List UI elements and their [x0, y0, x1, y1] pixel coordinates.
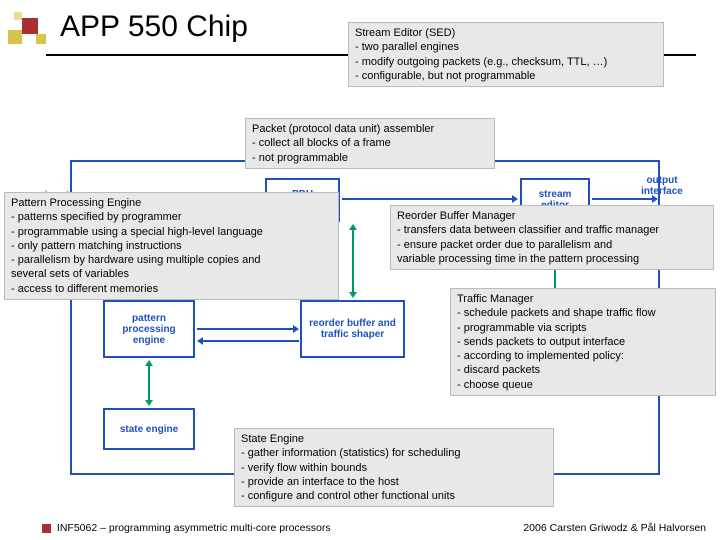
ppe-box: pattern processing engine	[103, 300, 195, 358]
callout-line: variable processing time in the pattern …	[397, 252, 707, 266]
callout-sed: Stream Editor (SED) - two parallel engin…	[348, 22, 664, 87]
callout-line: - access to different memories	[11, 282, 332, 296]
callout-pdu-heading: Packet (protocol data unit) assembler	[252, 122, 488, 136]
callout-pdu: Packet (protocol data unit) assembler - …	[245, 118, 495, 169]
callout-line: - ensure packet order due to parallelism…	[397, 238, 707, 252]
footer-left: INF5062 – programming asymmetric multi-c…	[42, 522, 331, 534]
arrow-v-rb	[352, 230, 354, 292]
callout-se-heading: State Engine	[241, 432, 547, 446]
callout-tm: Traffic Manager - schedule packets and s…	[450, 288, 716, 396]
callout-line: - transfers data between classifier and …	[397, 223, 707, 237]
rb-box: reorder buffer and traffic shaper	[300, 300, 405, 358]
callout-ppe-heading: Pattern Processing Engine	[11, 196, 332, 210]
callout-line: - schedule packets and shape traffic flo…	[457, 306, 709, 320]
callout-line: - collect all blocks of a frame	[252, 136, 488, 150]
callout-line: - not programmable	[252, 151, 488, 165]
callout-line: - programmable via scripts	[457, 321, 709, 335]
callout-line: - choose queue	[457, 378, 709, 392]
callout-line: - verify flow within bounds	[241, 461, 547, 475]
footer-square-icon	[42, 524, 51, 533]
callout-line: - sends packets to output interface	[457, 335, 709, 349]
arrow-sed-out	[592, 198, 652, 200]
callout-line: - gather information (statistics) for sc…	[241, 446, 547, 460]
callout-line: - configure and control other functional…	[241, 489, 547, 503]
page-title: APP 550 Chip	[60, 10, 248, 44]
footer-right: 2006 Carsten Griwodz & Pål Halvorsen	[523, 522, 706, 534]
callout-line: - programmable using a special high-leve…	[11, 225, 332, 239]
arrow-v-se	[148, 366, 150, 400]
callout-ppe: Pattern Processing Engine - patterns spe…	[4, 192, 339, 300]
arrow-rb-ppe	[203, 340, 299, 342]
callout-line: - according to implemented policy:	[457, 349, 709, 363]
callout-line: - two parallel engines	[355, 40, 657, 54]
callout-tm-heading: Traffic Manager	[457, 292, 709, 306]
title-decoration	[8, 12, 46, 54]
callout-line: several sets of variables	[11, 267, 332, 281]
callout-line: - configurable, but not programmable	[355, 69, 657, 83]
callout-line: - parallelism by hardware using multiple…	[11, 253, 332, 267]
arrow-pdu-sed	[342, 198, 512, 200]
output-label: output interface	[632, 175, 692, 197]
callout-se: State Engine - gather information (stati…	[234, 428, 554, 507]
callout-sed-heading: Stream Editor (SED)	[355, 26, 657, 40]
callout-line: - discard packets	[457, 363, 709, 377]
state-engine-box: state engine	[103, 408, 195, 450]
callout-rbm-heading: Reorder Buffer Manager	[397, 209, 707, 223]
callout-rbm: Reorder Buffer Manager - transfers data …	[390, 205, 714, 270]
callout-line: - modify outgoing packets (e.g., checksu…	[355, 55, 657, 69]
callout-line: - patterns specified by programmer	[11, 210, 332, 224]
callout-line: - provide an interface to the host	[241, 475, 547, 489]
arrow-ppe-rb	[197, 328, 293, 330]
callout-line: - only pattern matching instructions	[11, 239, 332, 253]
